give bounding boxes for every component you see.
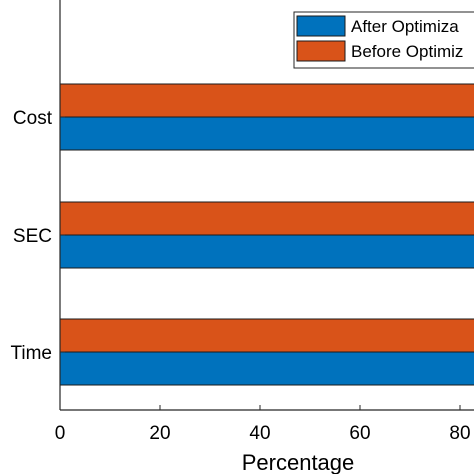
legend-swatch [296, 15, 346, 37]
legend-label: After Optimiza [351, 17, 459, 36]
legend-swatch [296, 40, 346, 62]
x-tick-label: 20 [149, 423, 170, 444]
x-tick-label: 60 [349, 423, 370, 444]
bar-before-sec [59, 201, 474, 236]
x-tick-label: 80 [449, 423, 470, 444]
bar-after-sec [59, 234, 474, 269]
x-axis-title: Percentage [242, 450, 355, 474]
bar-before-time [59, 318, 474, 353]
y-tick-label: SEC [13, 226, 52, 247]
y-tick-label: Cost [13, 108, 53, 129]
legend-label: Before Optimiz [351, 42, 463, 61]
legend: After Optimiza Before Optimiz [293, 11, 474, 69]
x-ticks: 0 20 40 60 80 [55, 405, 471, 444]
bar-after-cost [59, 116, 474, 151]
x-tick-label: 0 [55, 423, 66, 444]
y-tick-label: Time [10, 343, 52, 364]
x-tick-label: 40 [249, 423, 270, 444]
bars-group [59, 83, 474, 386]
bar-after-time [59, 351, 474, 386]
y-ticks: Cost SEC Time [10, 108, 65, 364]
bar-before-cost [59, 83, 474, 118]
